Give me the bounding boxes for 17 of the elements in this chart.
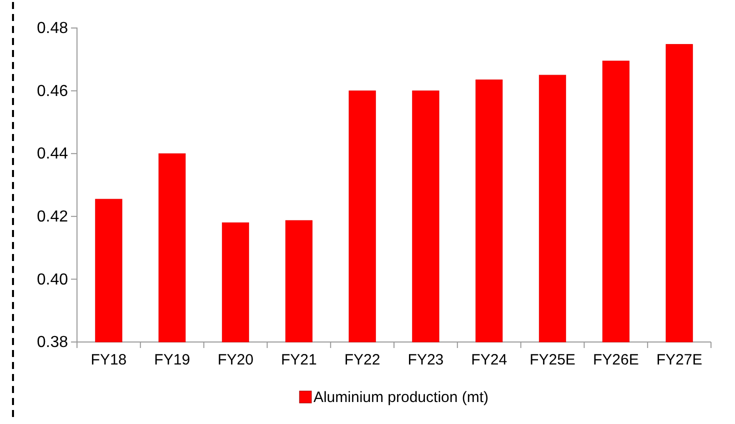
y-tick-label: 0.40 (36, 271, 68, 288)
y-tick-label: 0.46 (36, 82, 68, 100)
x-tick-label: FY25E (530, 352, 576, 368)
x-tick-label: FY19 (154, 352, 190, 368)
x-tick-label: FY27E (656, 352, 702, 368)
x-tick-label: FY26E (592, 352, 639, 368)
x-tick-label: FY18 (90, 352, 127, 368)
x-tick-label: FY22 (344, 352, 380, 368)
x-tick-label: FY21 (280, 352, 317, 368)
y-tick-label: 0.42 (36, 208, 68, 226)
y-tick-label: 0.38 (36, 334, 68, 352)
legend-label: Aluminium production (mt) (313, 389, 489, 406)
y-tick-label: 0.48 (36, 20, 68, 38)
x-tick-label: FY24 (471, 352, 508, 368)
y-tick-label: 0.44 (36, 146, 68, 163)
x-tick-label: FY20 (218, 352, 254, 368)
x-tick-label: FY23 (408, 352, 444, 368)
